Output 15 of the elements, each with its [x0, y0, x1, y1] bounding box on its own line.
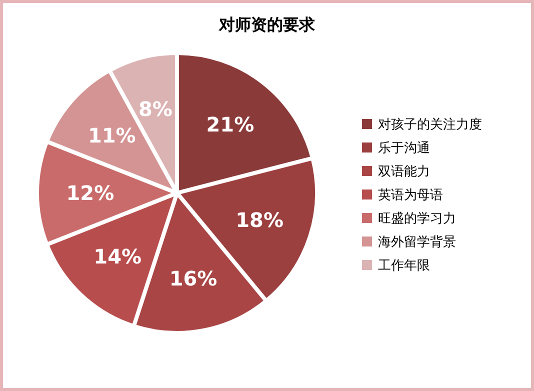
legend-label: 乐于沟通: [378, 141, 430, 156]
data-label: 14%: [94, 244, 142, 268]
chart-title: 对师资的要求: [218, 15, 316, 34]
data-label: 8%: [138, 96, 172, 121]
legend-label: 旺盛的学习力: [378, 212, 456, 227]
legend-label: 工作年限: [378, 258, 430, 274]
data-label: 21%: [206, 112, 254, 136]
legend-label: 海外留学背景: [378, 235, 456, 250]
legend-label: 对孩子的关注力度: [378, 116, 482, 133]
data-label: 12%: [66, 181, 114, 205]
data-label: 16%: [169, 266, 218, 290]
legend-label: 双语能力: [378, 164, 430, 180]
legend-label: 英语为母语: [378, 188, 443, 204]
data-label: 11%: [88, 124, 136, 148]
data-label: 18%: [236, 208, 284, 232]
